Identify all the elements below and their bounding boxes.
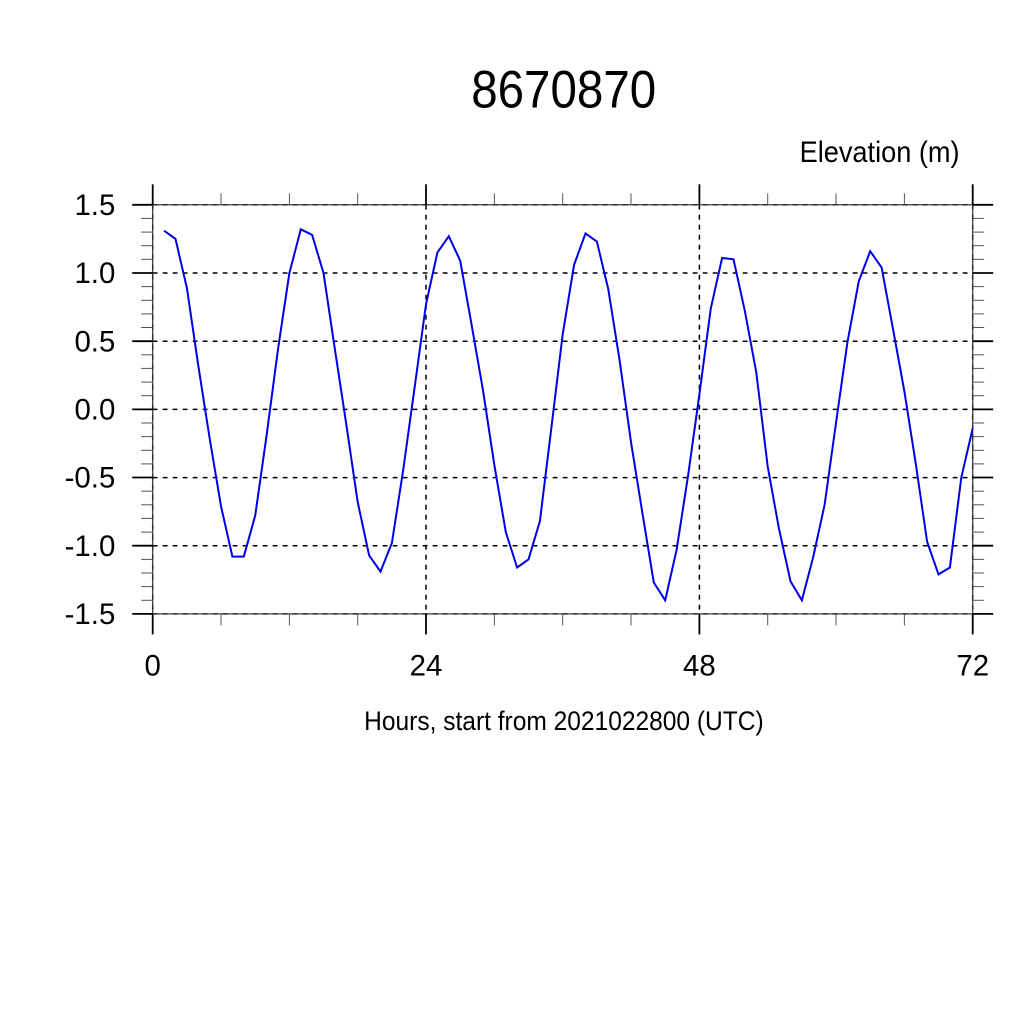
svg-text:8670870: 8670870 xyxy=(471,60,656,119)
svg-text:72: 72 xyxy=(956,649,989,682)
svg-text:-1.0: -1.0 xyxy=(65,530,116,563)
svg-text:-0.5: -0.5 xyxy=(65,462,116,495)
svg-text:Hours, start from 2021022800 (: Hours, start from 2021022800 (UTC) xyxy=(364,706,764,736)
svg-text:Elevation (m): Elevation (m) xyxy=(800,136,960,169)
svg-text:0: 0 xyxy=(145,649,161,682)
svg-text:0.0: 0.0 xyxy=(74,394,115,427)
svg-text:1.0: 1.0 xyxy=(74,257,115,290)
svg-text:-1.5: -1.5 xyxy=(65,598,116,631)
svg-text:24: 24 xyxy=(410,649,443,682)
svg-text:48: 48 xyxy=(683,649,716,682)
svg-text:0.5: 0.5 xyxy=(74,325,115,358)
svg-text:1.5: 1.5 xyxy=(74,189,115,222)
